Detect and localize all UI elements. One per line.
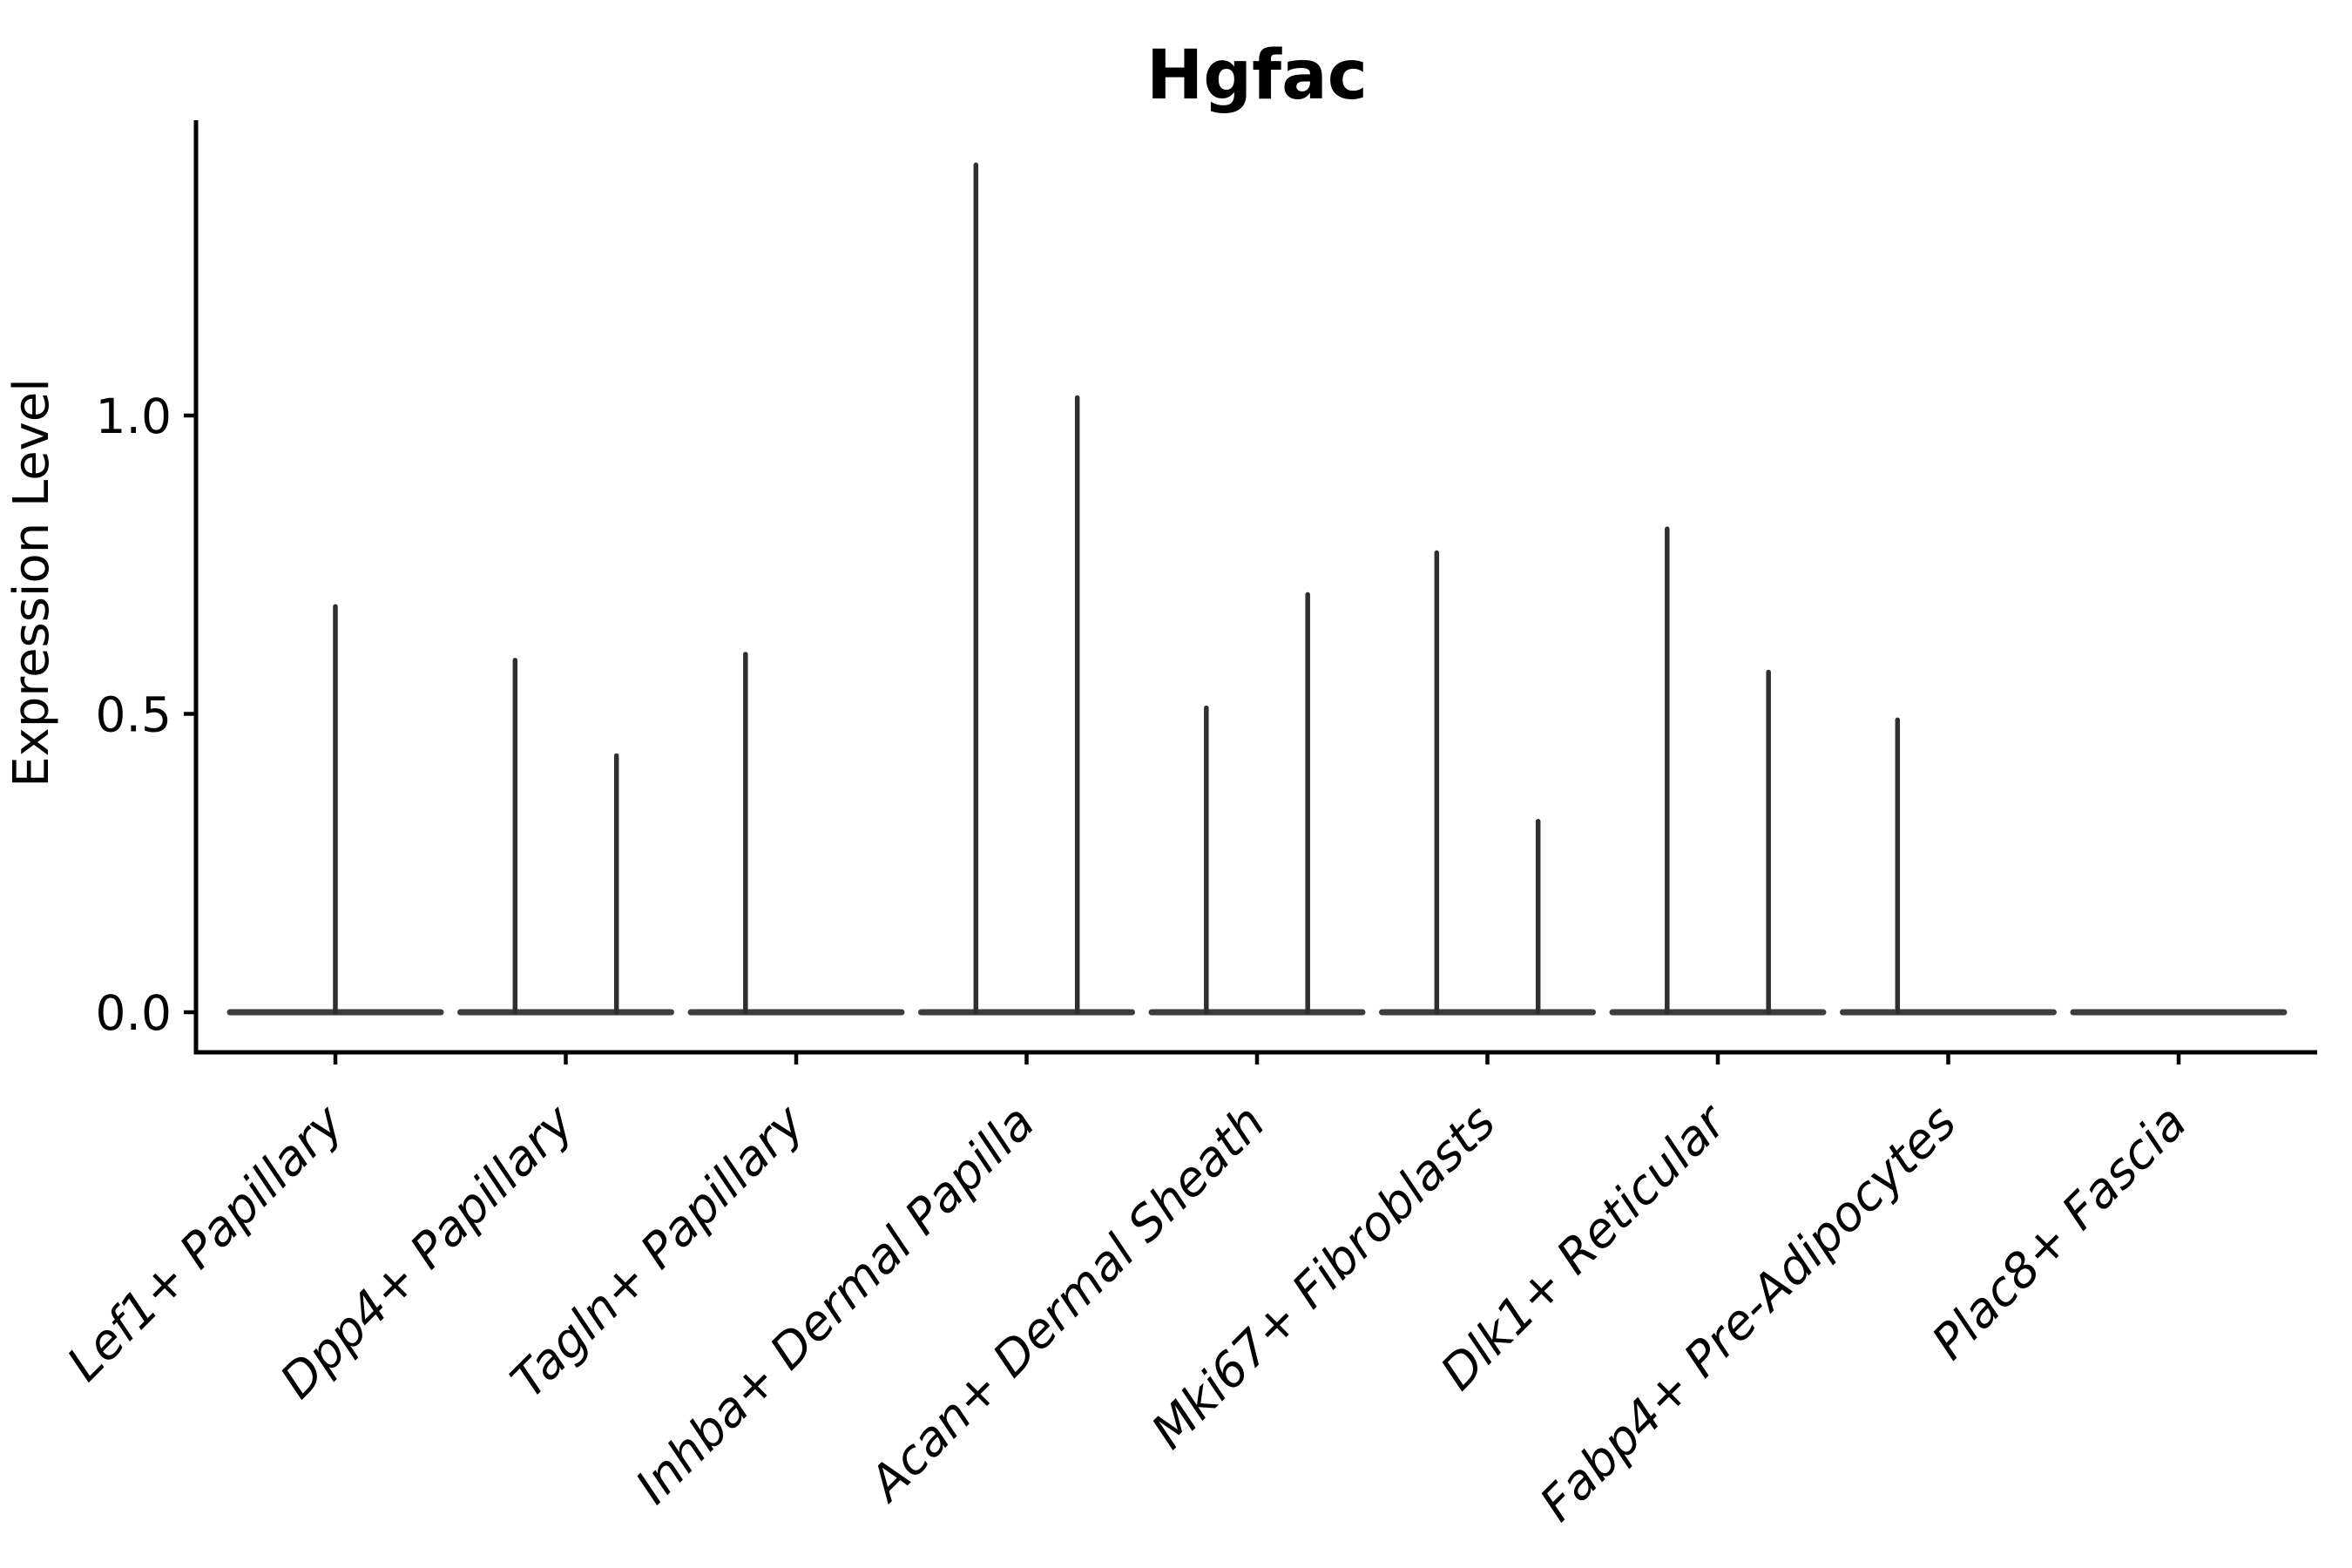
x-tick-label: Acan+ Dermal Sheath — [857, 1094, 1276, 1513]
y-tick-label: 1.0 — [96, 389, 172, 444]
violin — [1840, 717, 2057, 1016]
axis-spines — [193, 120, 2317, 1055]
y-tick-label: 0.0 — [96, 985, 172, 1041]
violin — [687, 652, 905, 1016]
y-axis-label: Expression Level — [3, 378, 60, 787]
violin — [1609, 526, 1827, 1016]
violin — [457, 658, 674, 1016]
violin — [226, 604, 444, 1016]
plot-title: Hgfac — [1146, 37, 1368, 115]
y-tick-label: 0.5 — [96, 686, 172, 742]
violin — [918, 162, 1135, 1016]
axes-layer — [184, 120, 2317, 1064]
violin — [1379, 550, 1596, 1016]
violin — [1148, 591, 1366, 1016]
x-tick-label: Fabp4+ Pre-Adipocytes — [1529, 1094, 1966, 1531]
violins-layer — [226, 162, 2288, 1016]
x-tick-label: Inhba+ Dermal Papilla — [625, 1094, 1044, 1514]
